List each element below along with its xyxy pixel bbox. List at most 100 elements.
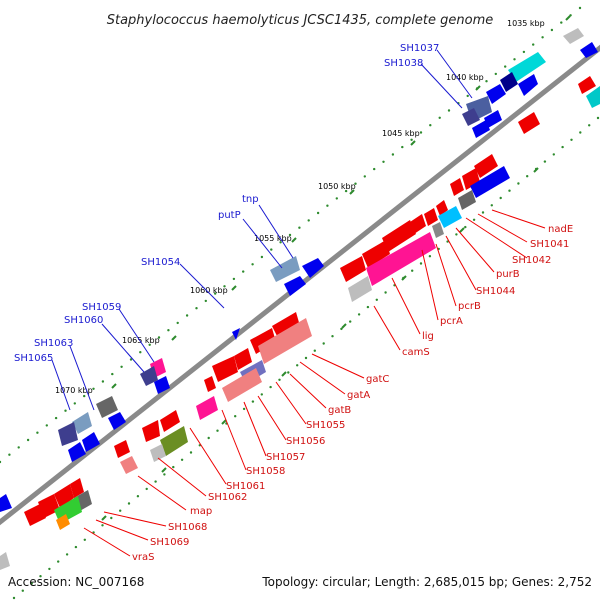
gene-arrow[interactable] xyxy=(222,368,262,402)
gene-arrow[interactable] xyxy=(204,376,216,392)
gene-arrow[interactable] xyxy=(234,348,252,370)
gene-arrow[interactable] xyxy=(586,86,600,108)
gene-arrow[interactable] xyxy=(56,514,70,530)
gene-arrow[interactable] xyxy=(96,396,118,418)
ring-dot xyxy=(335,197,338,200)
gene-label[interactable]: gatB xyxy=(328,405,351,416)
gene-arrow[interactable] xyxy=(68,442,86,462)
gene-arrow[interactable] xyxy=(58,422,78,446)
gene-label[interactable]: vraS xyxy=(132,552,155,563)
gene-label[interactable]: SH1057 xyxy=(266,452,305,463)
gene-label[interactable]: SH1062 xyxy=(208,492,247,503)
gene-arrow[interactable] xyxy=(82,432,100,452)
gene-label[interactable]: gatC xyxy=(366,374,389,385)
ring-dot xyxy=(298,226,301,229)
gene-label[interactable]: SH1038 xyxy=(384,58,423,69)
gene-arrow[interactable] xyxy=(450,178,464,196)
gene-arrow[interactable] xyxy=(24,504,46,526)
gene-arrow[interactable] xyxy=(432,222,444,238)
gene-arrow[interactable] xyxy=(424,208,438,226)
ring-dot xyxy=(340,327,343,331)
gene-arrow[interactable] xyxy=(250,328,276,354)
gene-arrow[interactable] xyxy=(196,396,218,420)
ring-dot xyxy=(83,394,86,398)
ring-dot xyxy=(17,446,20,449)
gene-arrow[interactable] xyxy=(142,420,160,442)
gene-arrow[interactable] xyxy=(340,256,366,282)
gene-arrow[interactable] xyxy=(508,52,546,82)
ring-dot xyxy=(466,94,469,98)
gene-label[interactable]: gatA xyxy=(347,390,370,401)
gene-arrow[interactable] xyxy=(258,318,312,364)
gene-arrow[interactable] xyxy=(212,356,238,382)
gene-label[interactable]: SH1058 xyxy=(246,466,285,477)
gene-arrow[interactable] xyxy=(470,166,510,198)
gene-arrow[interactable] xyxy=(72,412,92,434)
gene-label[interactable]: SH1056 xyxy=(286,436,325,447)
gene-arrow[interactable] xyxy=(54,484,74,508)
gene-arrow[interactable] xyxy=(500,72,518,92)
gene-arrow[interactable] xyxy=(486,84,506,104)
gene-label[interactable]: pcrB xyxy=(458,301,481,312)
gene-label[interactable]: SH1055 xyxy=(306,420,345,431)
gene-arrow[interactable] xyxy=(518,112,540,134)
gene-arrow[interactable] xyxy=(0,552,10,570)
gene-arrow[interactable] xyxy=(484,110,502,128)
gene-arrow[interactable] xyxy=(154,376,170,394)
gene-arrow[interactable] xyxy=(436,200,448,216)
gene-arrow[interactable] xyxy=(348,276,372,302)
gene-label[interactable]: SH1060 xyxy=(64,315,103,326)
gene-arrow[interactable] xyxy=(302,258,324,278)
gene-label[interactable]: SH1042 xyxy=(512,255,551,266)
gene-arrow[interactable] xyxy=(114,440,130,458)
gene-arrow[interactable] xyxy=(472,120,490,138)
gene-arrow[interactable] xyxy=(518,74,538,96)
gene-label[interactable]: SH1061 xyxy=(226,481,265,492)
gene-arrow[interactable] xyxy=(474,154,498,178)
gene-arrow[interactable] xyxy=(270,256,300,282)
gene-arrow[interactable] xyxy=(232,328,240,340)
gene-label[interactable]: SH1069 xyxy=(150,537,189,548)
gene-label[interactable]: SH1068 xyxy=(168,522,207,533)
gene-arrow[interactable] xyxy=(120,456,138,474)
gene-arrow[interactable] xyxy=(382,220,416,252)
gene-arrow[interactable] xyxy=(458,190,476,210)
gene-label[interactable]: pcrA xyxy=(440,316,463,327)
gene-label[interactable]: camS xyxy=(402,347,430,358)
gene-arrow[interactable] xyxy=(160,410,180,432)
gene-arrow[interactable] xyxy=(108,412,126,430)
gene-label[interactable]: SH1063 xyxy=(34,338,73,349)
gene-arrow[interactable] xyxy=(284,276,306,296)
gene-label[interactable]: SH1054 xyxy=(141,257,180,268)
gene-arrow[interactable] xyxy=(366,232,436,286)
gene-arrow[interactable] xyxy=(272,312,300,338)
ring-dot xyxy=(242,407,246,411)
gene-label[interactable]: putP xyxy=(218,210,241,221)
gene-arrow[interactable] xyxy=(150,444,166,462)
gene-arrow[interactable] xyxy=(160,426,188,456)
gene-label[interactable]: map xyxy=(190,506,212,517)
gene-arrow[interactable] xyxy=(580,42,598,58)
gene-arrow[interactable] xyxy=(438,206,462,228)
gene-arrow[interactable] xyxy=(362,240,390,268)
gene-label[interactable]: tnp xyxy=(242,194,259,205)
gene-label[interactable]: SH1044 xyxy=(476,286,515,297)
ring-dot xyxy=(73,402,77,405)
gene-label[interactable]: lig xyxy=(422,331,434,342)
gene-arrow[interactable] xyxy=(38,494,60,518)
leader-line xyxy=(477,213,528,243)
gene-label[interactable]: SH1041 xyxy=(530,239,569,250)
gene-arrow[interactable] xyxy=(410,214,426,234)
gene-label[interactable]: purB xyxy=(496,269,520,280)
gene-arrow[interactable] xyxy=(0,494,12,512)
gene-arrow[interactable] xyxy=(578,76,596,94)
gene-label[interactable]: SH1059 xyxy=(82,302,121,313)
gene-label[interactable]: SH1037 xyxy=(400,43,439,54)
gene-label[interactable]: nadE xyxy=(548,224,573,235)
tick-label: 1050 kbp xyxy=(318,182,356,191)
gene-arrow[interactable] xyxy=(70,478,84,498)
gene-arrow[interactable] xyxy=(563,28,584,44)
gene-label[interactable]: SH1065 xyxy=(14,353,53,364)
gene-arrow[interactable] xyxy=(462,108,480,126)
gene-arrow[interactable] xyxy=(140,366,158,386)
